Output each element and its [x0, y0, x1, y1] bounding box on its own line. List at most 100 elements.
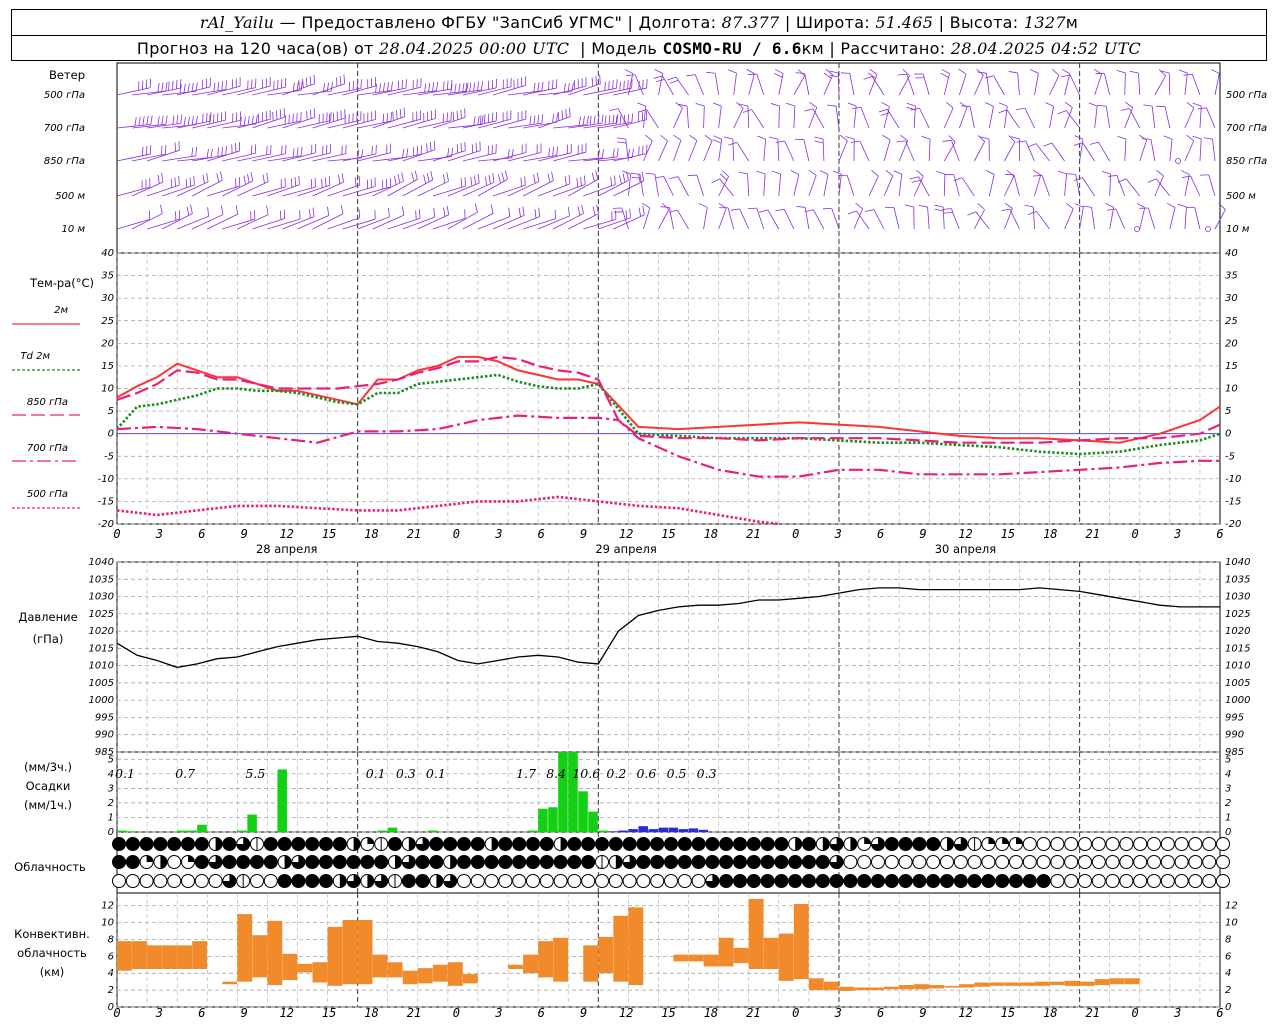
wind-barb-feather	[183, 83, 186, 93]
wind-barb-feather	[868, 72, 876, 79]
cloud-circle	[981, 874, 996, 888]
wind-barb-feather	[739, 103, 749, 107]
wind-barb-shaft	[1098, 141, 1111, 162]
prec-ytick-right: 1	[1225, 812, 1231, 823]
wind-barb-feather	[1008, 135, 1016, 143]
cloud-circle	[953, 874, 968, 888]
temp-ytick-right: 10	[1225, 384, 1238, 395]
wind-barb-feather	[477, 81, 479, 91]
wind-barb-feather	[998, 109, 1008, 114]
wind-barb-shaft	[116, 186, 150, 197]
x-hour-label: 3	[1173, 1006, 1181, 1020]
wind-barb-feather	[977, 135, 985, 142]
wind-barb-feather	[361, 149, 364, 159]
temp-ytick-left: 15	[101, 361, 114, 372]
wind-barb-feather	[348, 81, 351, 91]
wind-barb-feather	[642, 205, 645, 215]
wind-barb-shaft	[714, 73, 720, 96]
cloud-circle	[1105, 874, 1120, 888]
precip-bar	[628, 829, 638, 832]
forecast-start: 28.04.2025 00:00 UTC	[379, 39, 570, 58]
cloud-circle	[1036, 855, 1051, 869]
wind-barb-shaft	[732, 139, 735, 162]
cloud-circle	[484, 874, 499, 888]
wind-barb-feather	[195, 146, 198, 156]
cloud-circle	[1064, 855, 1079, 869]
model-unit: км	[801, 39, 824, 58]
wind-barb-feather	[213, 82, 216, 92]
conv-cloud-bar	[192, 941, 208, 969]
cloud-circle	[1091, 855, 1106, 869]
wind-barb-shaft	[1051, 142, 1065, 162]
wind-barb-feather	[189, 177, 191, 187]
wind-barb-shaft	[598, 87, 632, 96]
wind-barb-feather	[568, 174, 571, 184]
conv-cloud-bar	[538, 941, 553, 978]
conv-cloud-bar	[838, 986, 854, 991]
wind-barb-feather	[190, 204, 193, 214]
wind-barb-shaft	[677, 176, 689, 197]
wind-barb-feather	[186, 206, 190, 216]
wind-barb-shaft	[116, 87, 151, 96]
wind-barb-feather	[552, 147, 554, 157]
model-label: | Модель	[580, 39, 658, 58]
pres-ytick-right: 1035	[1225, 574, 1250, 585]
wind-barb-shaft	[237, 85, 271, 96]
wind-barb-shaft	[804, 73, 810, 96]
wind-barb-feather	[420, 145, 423, 155]
wind-barb-shaft	[146, 184, 180, 197]
wind-barb-feather	[504, 170, 508, 180]
wind-barb-shaft	[583, 218, 616, 230]
wind-barb-feather	[426, 172, 430, 182]
wind-level-label-left: 10 м	[62, 224, 86, 235]
cloud-circle	[898, 855, 913, 869]
wind-barb-feather	[473, 82, 476, 92]
cloud-circle	[884, 874, 899, 888]
wind-barb-shaft	[1199, 106, 1202, 129]
wind-barb-shaft	[793, 106, 796, 129]
wind-barb-feather	[1120, 108, 1130, 111]
wind-barb-feather	[239, 116, 242, 126]
wind-barb-shaft	[357, 120, 392, 129]
cloud-three-quarter-fill	[291, 855, 305, 869]
wind-barb-feather	[1082, 205, 1092, 208]
wind-barb-shaft	[523, 155, 557, 162]
wind-barb-shaft	[553, 85, 587, 96]
temp-ytick-left: 35	[101, 271, 114, 282]
x-hour-label: 12	[619, 527, 633, 541]
wind-barb-feather	[1089, 141, 1099, 145]
cloud-circle	[1216, 874, 1230, 888]
wind-barb-shaft	[192, 214, 224, 230]
cloud-circle	[746, 874, 761, 888]
x-hour-label: 21	[1086, 1006, 1100, 1020]
wind-barb-shaft	[538, 91, 573, 96]
wind-level-label-left: 700 гПа	[44, 123, 85, 134]
wind-barb-feather	[1032, 169, 1041, 176]
x-hour-label: 0	[792, 527, 799, 541]
wind-barb-shaft	[207, 213, 238, 230]
wind-barb-shaft	[553, 151, 587, 162]
cloud-circle	[1202, 837, 1217, 851]
conv-cloud-bar	[718, 937, 734, 967]
conv-cloud-bar	[869, 987, 884, 991]
cloud-circle	[222, 855, 237, 869]
wind-barb-feather	[142, 146, 144, 156]
wind-barb-feather	[392, 111, 394, 121]
wind-barb-feather	[608, 115, 611, 125]
conv-cloud-bar	[1124, 978, 1140, 985]
cloud-circle	[912, 837, 927, 851]
precip-bar	[588, 811, 598, 832]
conv-cloud-bar	[688, 954, 704, 962]
cloud-circle	[884, 837, 899, 851]
wind-barb-feather	[825, 68, 834, 76]
cloud-circle	[443, 837, 458, 851]
wind-barb-feather	[578, 116, 581, 126]
wind-barb-feather	[631, 176, 641, 179]
wind-barb-shaft	[147, 87, 181, 96]
cloud-three-quarter-fill	[705, 874, 719, 888]
cloud-circle	[139, 837, 154, 851]
cloud-three-quarter-fill	[402, 855, 416, 869]
wind-barb-shaft	[727, 207, 735, 230]
precip-sum-label: 1.7	[516, 766, 536, 781]
wind-barb-feather	[580, 176, 582, 186]
